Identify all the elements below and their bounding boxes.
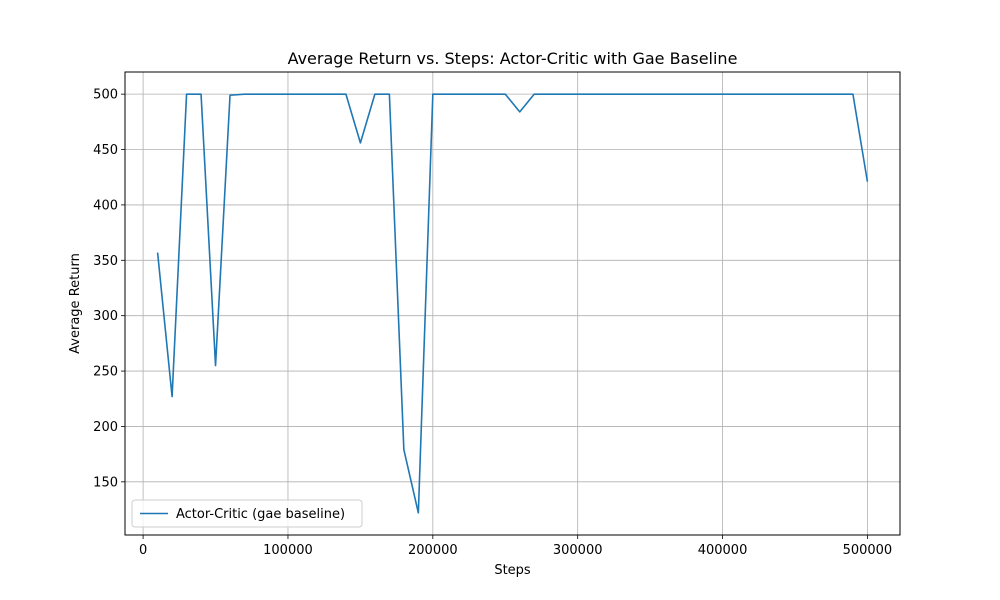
- y-tick-label: 400: [93, 198, 118, 213]
- y-axis-label: Average Return: [68, 253, 83, 354]
- legend-box: [131, 499, 363, 528]
- y-tick-label: 200: [93, 420, 118, 435]
- x-tick-label: 500000: [843, 543, 893, 558]
- x-tick-label: 200000: [408, 543, 458, 558]
- x-tick-label: 400000: [698, 543, 748, 558]
- y-tick-label: 450: [93, 143, 118, 158]
- y-tick-label: 500: [93, 88, 118, 103]
- x-axis-label: Steps: [494, 563, 531, 578]
- grid: [125, 72, 900, 535]
- legend: Actor-Critic (gae baseline): [131, 499, 363, 528]
- x-tick-label: 300000: [553, 543, 603, 558]
- chart-title: Average Return vs. Steps: Actor-Critic w…: [288, 49, 738, 68]
- series-lines: [156, 93, 869, 514]
- y-tick-label: 150: [93, 475, 118, 490]
- plot-area-frame: [124, 71, 901, 536]
- y-tick-label: 350: [93, 254, 118, 269]
- legend-label: Actor-Critic (gae baseline): [176, 507, 345, 522]
- y-tick-label: 300: [93, 309, 118, 324]
- axis-ticks: 0 100000 200000 300000 400000 500000 150 200 250…: [93, 88, 892, 558]
- y-tick-label: 250: [93, 365, 118, 380]
- x-tick-label: 100000: [263, 543, 313, 558]
- x-tick-label: 0: [139, 543, 147, 558]
- series-line: [156, 93, 869, 514]
